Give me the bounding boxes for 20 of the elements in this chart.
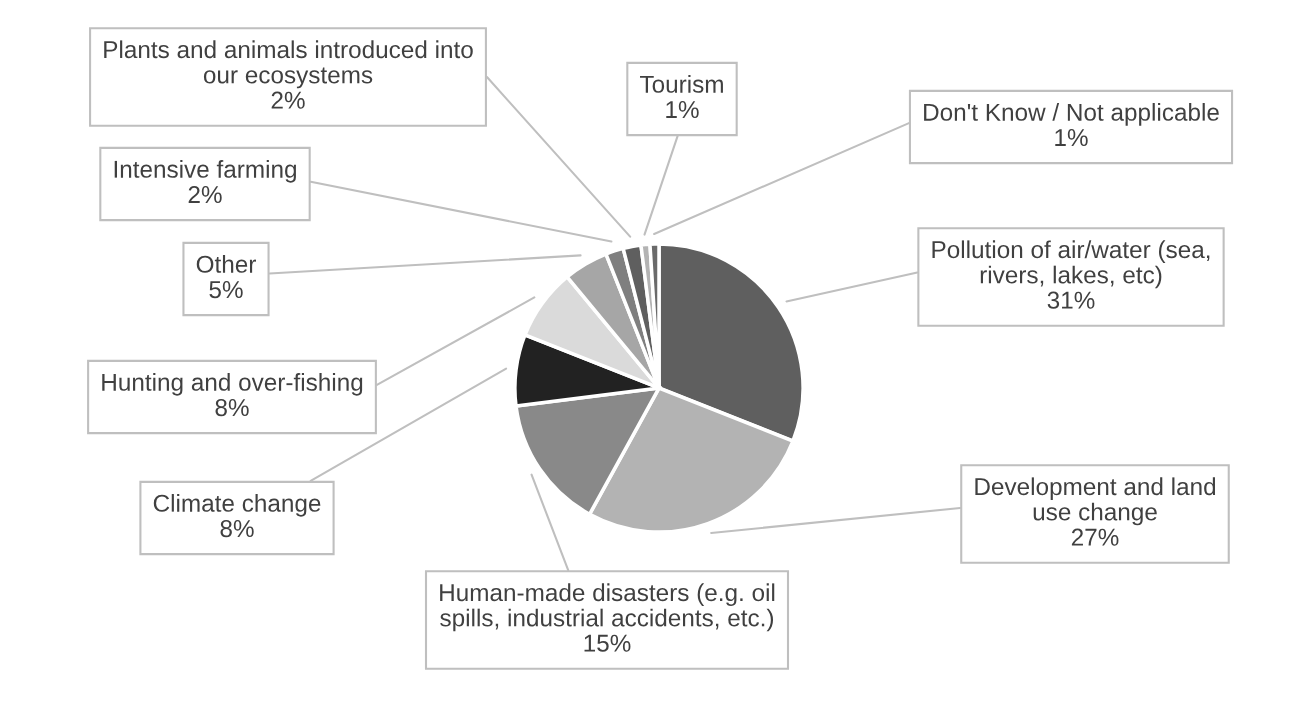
slice-label: Other bbox=[196, 255, 256, 273]
data-label: 1% bbox=[666, 101, 699, 119]
data-label: 5% bbox=[209, 281, 243, 299]
slice-label: Don't Know / Not applicable bbox=[924, 103, 1219, 126]
data-label: 8% bbox=[220, 519, 254, 538]
slice-label: Intensive farming bbox=[114, 160, 296, 183]
data-label: 27% bbox=[1071, 528, 1119, 546]
slice-label: Pollution of air/water (sea, rivers, lakes, etc) bbox=[932, 240, 1210, 289]
slice-label: Human-made disasters (e.g. oil spills, industrial accidents, etc.) bbox=[440, 583, 775, 632]
slice-label: Development and land use change bbox=[975, 477, 1216, 526]
data-label: 2% bbox=[188, 185, 222, 204]
data-label: 1% bbox=[1055, 129, 1088, 147]
slice-label: Plants and animals introduced into our ecosystems bbox=[104, 40, 473, 89]
data-label: 15% bbox=[584, 634, 631, 652]
slice-label: Climate change bbox=[153, 494, 321, 517]
data-label: 8% bbox=[215, 398, 249, 417]
slice-label: Tourism bbox=[640, 75, 723, 93]
data-label: 2% bbox=[271, 91, 305, 109]
slice-label: Hunting and over-fishing bbox=[102, 373, 363, 396]
data-label: 31% bbox=[1047, 291, 1095, 309]
